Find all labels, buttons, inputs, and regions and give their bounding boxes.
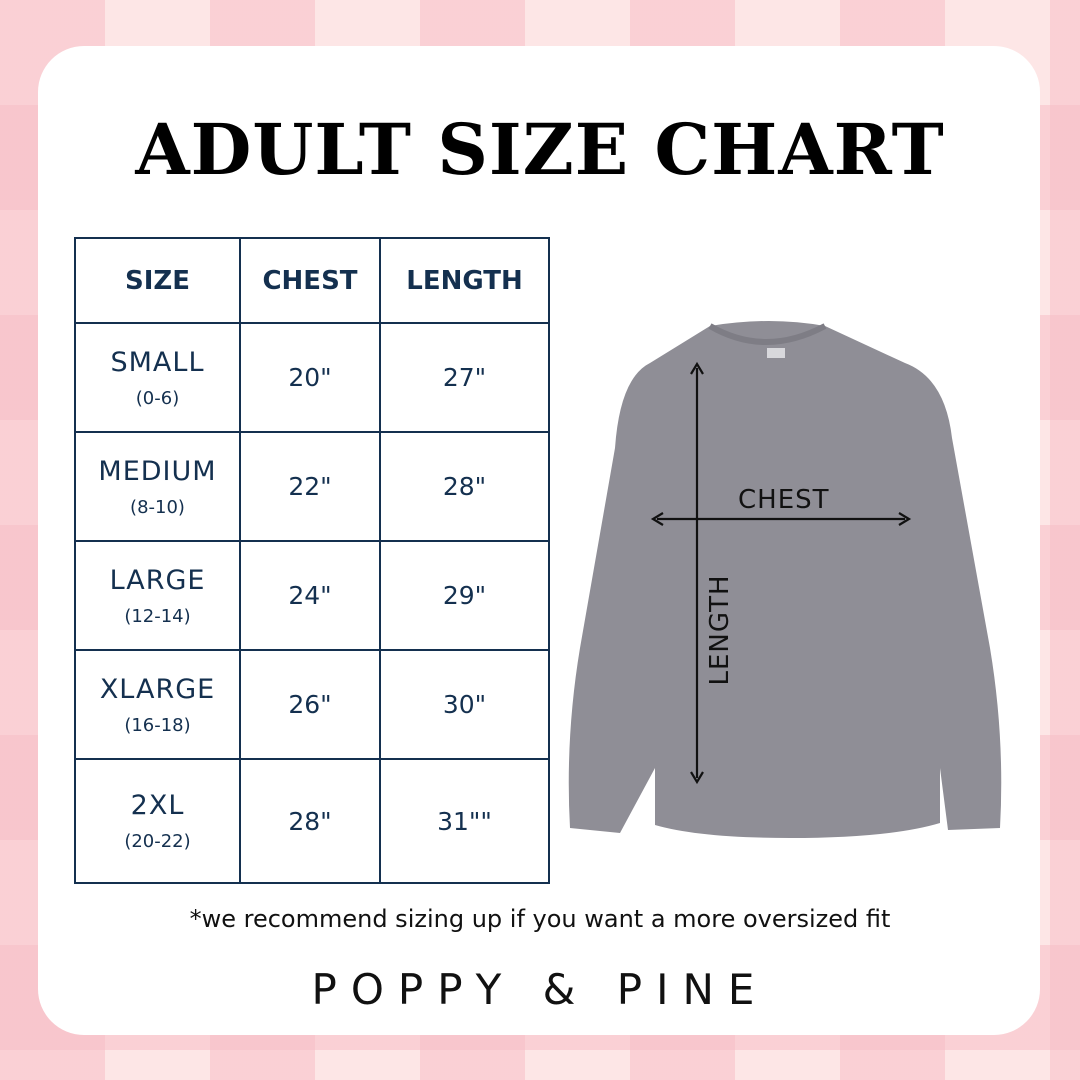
length-value: 31"" <box>379 758 550 884</box>
size-name: MEDIUM <box>98 455 217 487</box>
size-range: (16-18) <box>124 714 191 736</box>
table-row: MEDIUM (8-10) 22" 28" <box>74 431 550 542</box>
sweatshirt-image <box>568 321 1002 838</box>
size-name: LARGE <box>109 564 206 596</box>
length-value: 29" <box>379 540 550 651</box>
size-name: SMALL <box>110 346 205 378</box>
size-name: 2XL <box>130 790 185 821</box>
header-chest: CHEST <box>239 237 381 324</box>
chest-value: 24" <box>239 540 381 651</box>
chest-arrow <box>650 512 912 526</box>
table-header-row: SIZE CHEST LENGTH <box>74 237 550 324</box>
size-table: SIZE CHEST LENGTH SMALL (0-6) 20" 27" MED… <box>74 237 550 884</box>
size-range: (8-10) <box>130 496 185 518</box>
header-length: LENGTH <box>379 237 550 324</box>
size-range: (12-14) <box>124 605 191 627</box>
tag-label <box>767 348 785 358</box>
page-title: ADULT SIZE CHART <box>135 108 945 191</box>
chest-value: 28" <box>239 758 381 884</box>
table-row: SMALL (0-6) 20" 27" <box>74 322 550 433</box>
table-row: 2XL (20-22) 28" 31"" <box>74 758 550 884</box>
size-name: XLARGE <box>99 673 216 705</box>
chest-value: 26" <box>239 649 381 760</box>
brand-logo: POPPY & PINE <box>311 965 769 1014</box>
chest-value: 22" <box>239 431 381 542</box>
length-label: LENGTH <box>705 574 735 686</box>
sizing-note: *we recommend sizing up if you want a mo… <box>189 905 891 933</box>
chest-value: 20" <box>239 322 381 433</box>
size-range: (0-6) <box>135 387 180 409</box>
header-size: SIZE <box>74 237 241 324</box>
length-value: 28" <box>379 431 550 542</box>
chest-label: CHEST <box>738 485 830 515</box>
length-value: 30" <box>379 649 550 760</box>
size-range: (20-22) <box>124 831 191 852</box>
table-row: LARGE (12-14) 24" 29" <box>74 540 550 651</box>
length-arrow <box>690 361 704 785</box>
table-row: XLARGE (16-18) 26" 30" <box>74 649 550 760</box>
sweatshirt-diagram <box>568 321 1002 838</box>
length-value: 27" <box>379 322 550 433</box>
